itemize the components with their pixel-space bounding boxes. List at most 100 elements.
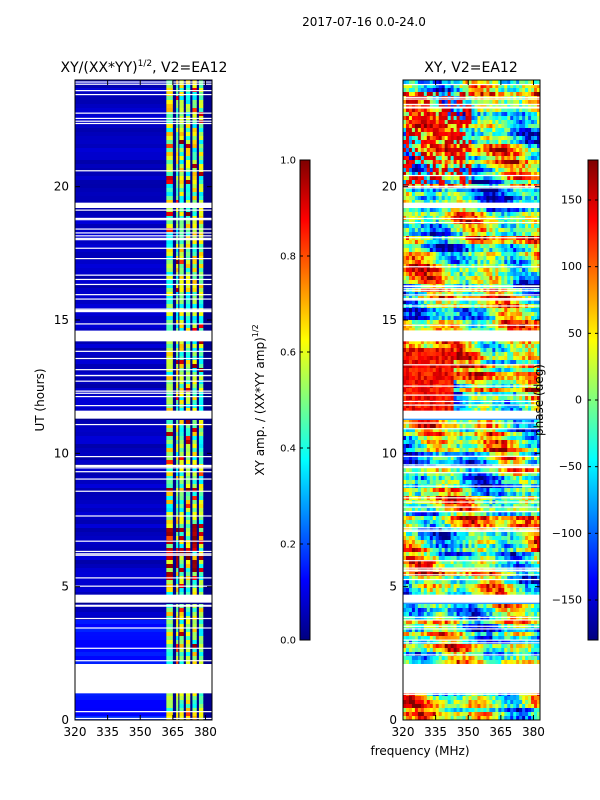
phase-cell — [417, 136, 422, 141]
phase-cell — [507, 192, 511, 197]
phase-cell — [537, 248, 540, 253]
phase-cell — [516, 316, 520, 321]
phase-cell — [510, 424, 514, 429]
phase-cell — [444, 276, 448, 281]
phase-cell — [504, 424, 508, 429]
amplitude-cell — [176, 200, 179, 205]
phase-cell — [405, 136, 410, 141]
phase-cell — [471, 292, 475, 297]
amplitude-cell — [185, 536, 191, 541]
phase-cell — [525, 168, 529, 173]
phase-cell — [534, 424, 538, 429]
amplitude-flag-line — [75, 585, 212, 587]
phase-cell — [411, 388, 416, 393]
phase-cell — [474, 124, 478, 129]
phase-cell — [537, 316, 540, 321]
phase-cell — [495, 292, 499, 297]
phase-cell — [462, 156, 466, 161]
amplitude-cell — [166, 408, 173, 413]
phase-cell — [414, 244, 419, 249]
phase-cell — [513, 128, 517, 133]
phase-cell — [513, 244, 517, 249]
phase-cell — [408, 80, 413, 85]
amplitude-cell — [185, 528, 191, 533]
phase-cell — [450, 424, 454, 429]
amplitude-cell — [75, 244, 167, 249]
phase-cell — [420, 132, 425, 137]
phase-cell — [417, 196, 422, 201]
amplitude-cell — [198, 432, 204, 437]
phase-cell — [435, 308, 440, 313]
phase-cell — [435, 244, 440, 249]
phase-cell — [426, 268, 431, 273]
amplitude-cell — [166, 364, 173, 369]
phase-cell — [492, 80, 496, 85]
amplitude-cell — [166, 444, 173, 449]
phase-cell — [531, 148, 535, 153]
phase-cell — [411, 248, 416, 253]
amplitude-cell — [179, 272, 184, 277]
phase-cell — [465, 172, 469, 177]
amplitude-flag-line — [75, 278, 212, 281]
phase-cell — [483, 300, 487, 305]
phase-cell — [429, 144, 434, 149]
amplitude-cell — [75, 492, 167, 497]
phase-cell — [456, 188, 460, 193]
phase-cell — [468, 176, 472, 181]
amplitude-cell — [176, 172, 179, 177]
phase-cell — [510, 348, 514, 353]
phase-cell — [411, 356, 416, 361]
phase-cell — [456, 320, 460, 325]
phase-cell — [507, 252, 511, 257]
phase-cell — [456, 308, 460, 313]
phase-cell — [471, 272, 475, 277]
phase-cell — [492, 240, 496, 245]
amplitude-cell — [185, 100, 191, 105]
phase-cell — [414, 248, 419, 253]
phase-cell — [450, 152, 454, 157]
amplitude-cell — [75, 532, 167, 537]
phase-cell — [403, 244, 407, 249]
phase-cell — [537, 380, 540, 385]
phase-cell — [456, 224, 460, 229]
amplitude-cell — [176, 500, 179, 505]
phase-cell — [405, 160, 410, 165]
phase-cell — [510, 248, 514, 253]
phase-cell — [477, 372, 481, 377]
phase-cell — [528, 328, 532, 333]
amplitude-cell — [185, 488, 191, 493]
phase-cell — [498, 120, 502, 125]
phase-cell — [468, 200, 472, 205]
phase-cell — [468, 136, 472, 141]
phase-cell — [459, 308, 463, 313]
phase-cell — [531, 180, 535, 185]
phase-cell — [453, 428, 457, 433]
phase-cell — [504, 100, 508, 105]
phase-cell — [456, 172, 460, 177]
phase-cell — [537, 252, 540, 257]
phase-cell — [444, 244, 448, 249]
phase-cell — [414, 392, 419, 397]
amplitude-cell — [166, 232, 173, 237]
phase-cell — [462, 240, 466, 245]
phase-cell — [432, 244, 437, 249]
phase-cell — [498, 428, 502, 433]
phase-cell — [513, 116, 517, 121]
phase-cell — [528, 388, 532, 393]
phase-cell — [423, 308, 428, 313]
phase-cell — [513, 84, 517, 89]
phase-cell — [495, 344, 499, 349]
phase-cell — [510, 292, 514, 297]
phase-cell — [471, 348, 475, 353]
phase-cell — [408, 280, 413, 285]
phase-cell — [495, 128, 499, 133]
phase-cell — [417, 272, 422, 277]
phase-cell — [519, 100, 523, 105]
phase-cell — [435, 192, 440, 197]
phase-cell — [408, 180, 413, 185]
phase-cell — [405, 372, 410, 377]
phase-cell — [426, 420, 431, 425]
phase-cell — [459, 88, 463, 93]
phase-cell — [417, 320, 422, 325]
phase-cell — [504, 124, 508, 129]
